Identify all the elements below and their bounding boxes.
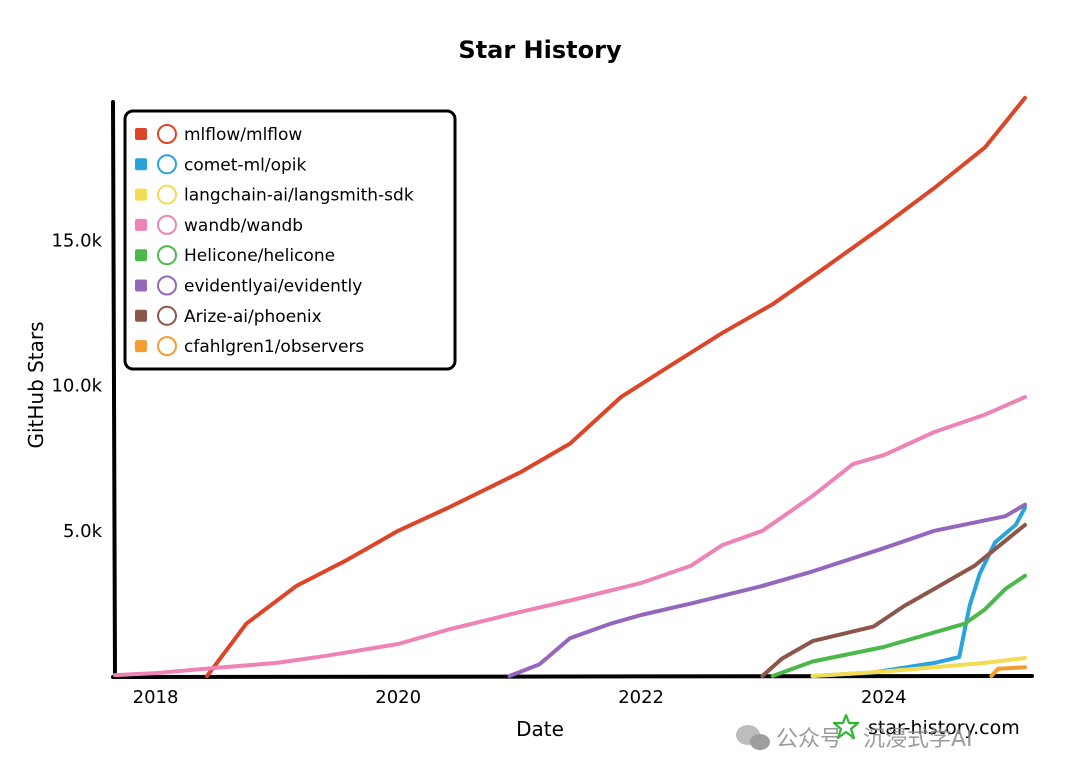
legend-label: cfahlgren1/observers bbox=[184, 337, 364, 357]
series-lines bbox=[113, 95, 1027, 678]
series-line bbox=[113, 395, 1027, 678]
legend-swatch bbox=[135, 309, 147, 322]
helicone-logo-icon bbox=[157, 245, 177, 266]
legend-swatch bbox=[135, 249, 147, 262]
series-line bbox=[810, 656, 1027, 678]
legend-label: wandb/wandb bbox=[184, 216, 303, 236]
legend-swatch bbox=[135, 340, 147, 353]
y-axis-line bbox=[111, 100, 117, 679]
x-axis-label: Date bbox=[516, 717, 564, 741]
chart-title: Star History bbox=[458, 36, 622, 64]
legend-label: Arize-ai/phoenix bbox=[184, 307, 322, 327]
legend-swatch bbox=[135, 218, 147, 231]
legend-label: evidentlyai/evidently bbox=[184, 277, 362, 297]
wechat-icon bbox=[736, 725, 770, 750]
series-line bbox=[810, 505, 1027, 678]
x-tick-label: 2018 bbox=[133, 687, 179, 708]
series-line bbox=[507, 502, 1027, 678]
y-axis-label: GitHub Stars bbox=[24, 321, 48, 448]
watermark-overlay: 公众号 · 沉浸式学AI bbox=[776, 727, 973, 752]
legend-label: Helicone/helicone bbox=[184, 246, 335, 266]
legend-swatch bbox=[135, 188, 147, 201]
observers-avatar-icon bbox=[157, 336, 177, 357]
x-tick-labels: 2018 2020 2022 2024 bbox=[133, 687, 907, 708]
y-tick-labels: 5.0k 10.0k 15.0k bbox=[51, 230, 102, 542]
mlflow-logo-icon bbox=[157, 124, 177, 144]
y-tick-label: 5.0k bbox=[63, 521, 103, 542]
x-tick-label: 2020 bbox=[375, 687, 421, 708]
series-line bbox=[770, 573, 1027, 678]
y-tick-label: 10.0k bbox=[51, 376, 102, 397]
x-tick-label: 2024 bbox=[861, 687, 907, 708]
legend-label: comet-ml/opik bbox=[184, 155, 306, 175]
x-tick-label: 2022 bbox=[618, 687, 664, 708]
legend-swatch bbox=[135, 158, 147, 171]
legend-swatch bbox=[135, 128, 147, 140]
wandb-logo-icon bbox=[157, 214, 177, 235]
opik-logo-icon bbox=[157, 154, 177, 175]
series-line bbox=[205, 95, 1027, 678]
langsmith-logo-icon bbox=[157, 184, 177, 205]
series-line bbox=[989, 665, 1027, 678]
evidently-logo-icon bbox=[157, 275, 177, 296]
legend-label: mlflow/mlflow bbox=[184, 125, 302, 145]
y-tick-label: 15.0k bbox=[51, 230, 102, 251]
watermark: star-history.com 公众号 · 沉浸式学AI bbox=[736, 713, 1020, 752]
x-axis-line bbox=[111, 674, 1034, 679]
legend-box bbox=[123, 109, 457, 371]
legend-swatch bbox=[135, 279, 147, 292]
legend-label: langchain-ai/langsmith-sdk bbox=[184, 186, 414, 206]
phoenix-logo-icon bbox=[157, 305, 177, 326]
star-history-logo-icon bbox=[832, 713, 860, 740]
watermark-site: star-history.com bbox=[868, 717, 1020, 739]
series-line bbox=[760, 522, 1027, 678]
legend: mlflow/mlflow comet-ml/opik langchain-ai/l… bbox=[123, 109, 457, 371]
